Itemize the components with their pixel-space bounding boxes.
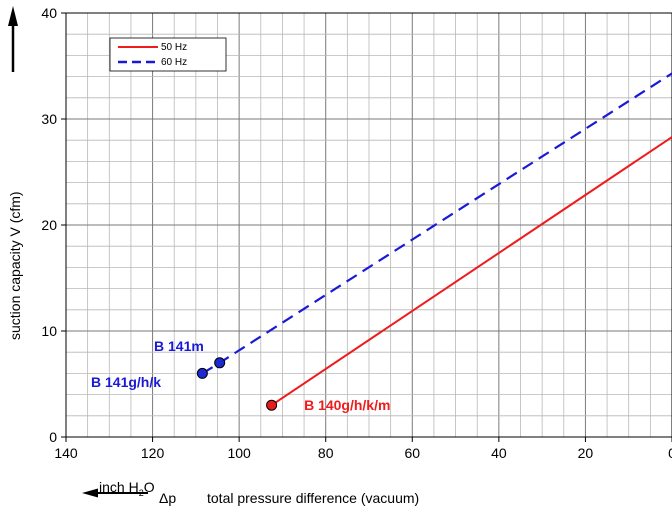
x-tick-label: 0 [668, 445, 672, 461]
y-tick-label: 20 [41, 217, 57, 233]
x-axis-title: total pressure difference (vacuum) [207, 490, 419, 506]
annotation-label: B 141g/h/k [91, 374, 161, 390]
x-tick-label: 40 [491, 445, 507, 461]
data-point-marker [266, 399, 278, 411]
data-point-marker [214, 357, 226, 369]
y-tick-label: 0 [49, 429, 57, 445]
grid [61, 12, 672, 442]
y-axis-arrow-icon [8, 6, 18, 72]
x-tick-label: 100 [227, 445, 251, 461]
x-axis-arrow-icon [82, 488, 148, 498]
series-line-60hz [201, 72, 672, 375]
x-tick-label: 80 [318, 445, 334, 461]
x-axis-unit: inch H2O [99, 479, 155, 498]
y-tick-label: 10 [41, 323, 57, 339]
y-axis-title: suction capacity V (cfm) [7, 191, 23, 340]
x-tick-label: 120 [141, 445, 165, 461]
data-point-marker [196, 367, 208, 379]
x-tick-label: 20 [578, 445, 594, 461]
series-layer [201, 72, 672, 407]
annotation-label: B 141m [154, 338, 204, 354]
annotations: B 140g/h/k/m B 141g/h/k B 141m [91, 338, 390, 413]
annotation-label: B 140g/h/k/m [304, 397, 390, 413]
legend-label-50hz: 50 Hz [161, 42, 187, 53]
x-tick-label: 140 [54, 445, 78, 461]
y-tick-label: 30 [41, 111, 57, 127]
y-tick-label: 40 [41, 5, 57, 21]
legend: 50 Hz 60 Hz [109, 37, 227, 72]
marker-layer [196, 357, 278, 411]
x-axis-symbol: Δp [159, 490, 176, 506]
legend-label-60hz: 60 Hz [161, 57, 187, 68]
x-tick-label: 60 [404, 445, 420, 461]
tick-labels: 140 120 100 80 60 40 20 0 0 10 20 30 40 [41, 5, 672, 461]
series-line-50hz [271, 136, 672, 407]
